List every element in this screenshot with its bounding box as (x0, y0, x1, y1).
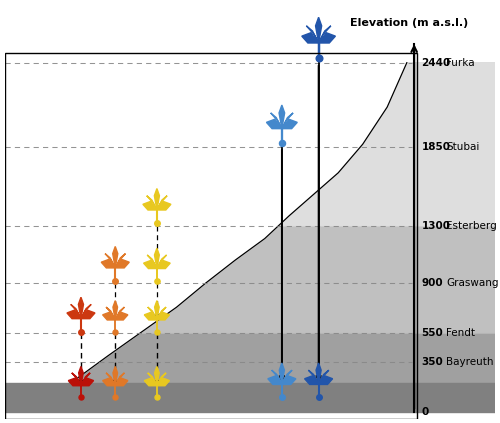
Polygon shape (102, 378, 115, 386)
Polygon shape (282, 113, 293, 129)
Text: Elevation (m a.s.l.): Elevation (m a.s.l.) (350, 18, 469, 27)
Polygon shape (157, 261, 170, 269)
Polygon shape (115, 312, 128, 320)
Polygon shape (318, 33, 336, 43)
Text: 1300: 1300 (422, 221, 450, 231)
Text: Bayreuth: Bayreuth (446, 357, 494, 367)
Polygon shape (113, 366, 117, 386)
Polygon shape (102, 312, 115, 320)
Polygon shape (72, 373, 81, 386)
Polygon shape (112, 247, 118, 268)
Text: 0: 0 (422, 407, 429, 417)
Polygon shape (78, 297, 84, 319)
Polygon shape (148, 373, 157, 386)
Polygon shape (106, 307, 115, 320)
Polygon shape (157, 196, 167, 210)
Polygon shape (157, 255, 166, 269)
Polygon shape (154, 189, 160, 210)
Polygon shape (146, 196, 157, 210)
Polygon shape (5, 383, 495, 412)
Polygon shape (266, 119, 282, 129)
Polygon shape (278, 63, 495, 226)
Polygon shape (78, 366, 83, 386)
Polygon shape (115, 307, 124, 320)
Polygon shape (157, 373, 166, 386)
Polygon shape (280, 363, 284, 385)
Polygon shape (67, 310, 81, 319)
Polygon shape (5, 63, 407, 412)
Polygon shape (154, 301, 159, 320)
Text: 900: 900 (422, 278, 443, 288)
Polygon shape (154, 366, 159, 386)
Text: Stubai: Stubai (446, 142, 480, 152)
Polygon shape (105, 254, 115, 268)
Polygon shape (144, 378, 157, 386)
Polygon shape (147, 255, 157, 269)
Polygon shape (154, 248, 160, 269)
Polygon shape (282, 376, 296, 385)
Polygon shape (143, 201, 157, 210)
Polygon shape (306, 26, 318, 43)
Polygon shape (268, 376, 282, 385)
Polygon shape (272, 370, 282, 385)
Text: 1850: 1850 (422, 142, 450, 152)
Polygon shape (144, 312, 157, 320)
Polygon shape (81, 378, 94, 386)
Polygon shape (279, 105, 284, 129)
Polygon shape (157, 378, 170, 386)
Polygon shape (5, 63, 495, 412)
Polygon shape (302, 33, 318, 43)
Polygon shape (282, 119, 298, 129)
Polygon shape (144, 261, 157, 269)
Polygon shape (316, 17, 322, 43)
Text: Furka: Furka (446, 58, 474, 68)
Polygon shape (113, 301, 117, 320)
Polygon shape (81, 310, 95, 319)
Polygon shape (115, 378, 128, 386)
Polygon shape (318, 26, 331, 43)
Text: 350: 350 (422, 357, 444, 367)
Polygon shape (81, 305, 91, 319)
Text: Graswang: Graswang (446, 278, 498, 288)
Text: Fendt: Fendt (446, 328, 475, 338)
Text: 550: 550 (422, 328, 444, 338)
Polygon shape (308, 370, 318, 385)
Polygon shape (318, 370, 329, 385)
Text: Esterberg: Esterberg (446, 221, 497, 231)
Polygon shape (282, 370, 292, 385)
Polygon shape (140, 63, 495, 333)
Polygon shape (148, 307, 157, 320)
Polygon shape (106, 373, 115, 386)
Polygon shape (318, 376, 332, 385)
Polygon shape (81, 373, 90, 386)
Polygon shape (115, 373, 124, 386)
Polygon shape (157, 312, 170, 320)
Polygon shape (68, 378, 81, 386)
Polygon shape (71, 305, 81, 319)
Polygon shape (270, 113, 282, 129)
Polygon shape (157, 307, 166, 320)
Polygon shape (115, 254, 126, 268)
Polygon shape (101, 259, 115, 268)
Polygon shape (115, 259, 130, 268)
Text: 2440: 2440 (422, 58, 451, 68)
Polygon shape (316, 363, 321, 385)
Polygon shape (157, 201, 171, 210)
Polygon shape (304, 376, 318, 385)
